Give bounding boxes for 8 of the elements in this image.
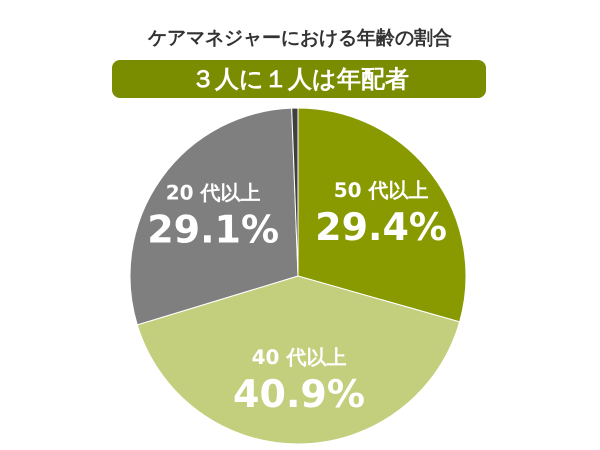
- data-label: 40.9%: [233, 372, 365, 416]
- chart-subtitle: ３人に１人は年配者: [191, 65, 409, 93]
- chart-title: ケアマネジャーにおける年齢の割合: [147, 27, 452, 49]
- slice-label: 40 代以上: [252, 345, 346, 370]
- slice-label: 20 代以上: [166, 180, 261, 205]
- data-label: 29.4%: [315, 205, 448, 250]
- data-label: 29.1%: [147, 208, 280, 252]
- slice-label: 50 代以上: [334, 178, 428, 202]
